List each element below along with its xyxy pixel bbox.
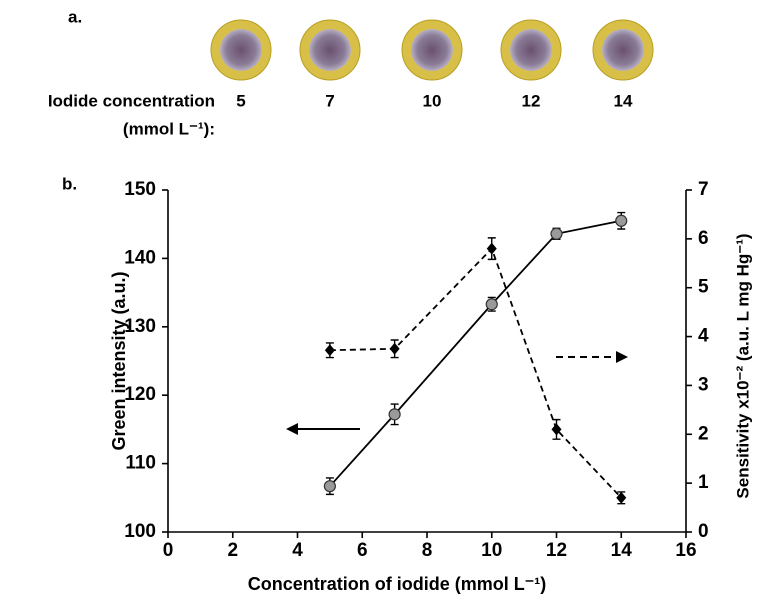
axis-frame [168,190,686,532]
y2-tick-label: 3 [698,374,709,395]
concentration-label: 14 [614,91,633,110]
x-tick-label: 6 [357,540,368,561]
series-line [330,221,621,486]
concentration-label: 10 [423,91,442,110]
x-tick-label: 2 [227,540,238,561]
y-tick-label: 140 [124,247,156,268]
row-label: Iodide concentration [48,91,215,110]
y2-tick-label: 7 [698,179,709,200]
x-tick-label: 0 [163,540,174,561]
concentration-label: 7 [325,91,334,110]
x-tick-label: 14 [611,540,633,561]
y2-tick-label: 0 [698,521,709,542]
y-tick-label: 150 [124,179,156,200]
spot [510,29,552,71]
y2-tick-label: 4 [698,326,709,347]
spot [602,29,644,71]
spot [220,29,262,71]
x-tick-label: 16 [675,540,696,561]
concentration-label: 12 [522,91,541,110]
y2-tick-label: 5 [698,277,709,298]
point [486,299,497,310]
arrow-right [556,351,628,363]
x-tick-label: 4 [292,540,303,561]
y-axis-label: Green intensity (a.u.) [109,271,129,450]
point [389,409,400,420]
panel-label: b. [62,174,77,193]
x-axis-label: Concentration of iodide (mmol L⁻¹) [248,574,546,594]
arrow-left [286,423,360,435]
spot [411,29,453,71]
x-tick-label: 8 [422,540,433,561]
y2-tick-label: 2 [698,423,709,444]
panel-label: a. [68,7,82,26]
figure: a. Iodide concentration (mmol L⁻¹): b. 5… [0,0,761,598]
point [551,228,562,239]
spot-row [211,20,653,80]
y-tick-label: 100 [124,521,156,542]
y-tick-label: 120 [124,384,156,405]
spot [309,29,351,71]
y-tick-label: 130 [124,316,156,337]
y2-tick-label: 1 [698,472,709,493]
point [616,215,627,226]
point [324,481,335,492]
x-tick-label: 12 [546,540,567,561]
y2-tick-label: 6 [698,228,709,249]
y-tick-label: 110 [125,453,156,474]
x-tick-label: 10 [481,540,502,561]
point [487,243,497,255]
concentration-label: 5 [236,91,245,110]
series-line [330,249,621,498]
point [325,344,335,356]
y2-axis-label: Sensitivity x10⁻² (a.u. L mg Hg⁻¹) [733,233,752,498]
row-label: (mmol L⁻¹): [123,119,215,138]
